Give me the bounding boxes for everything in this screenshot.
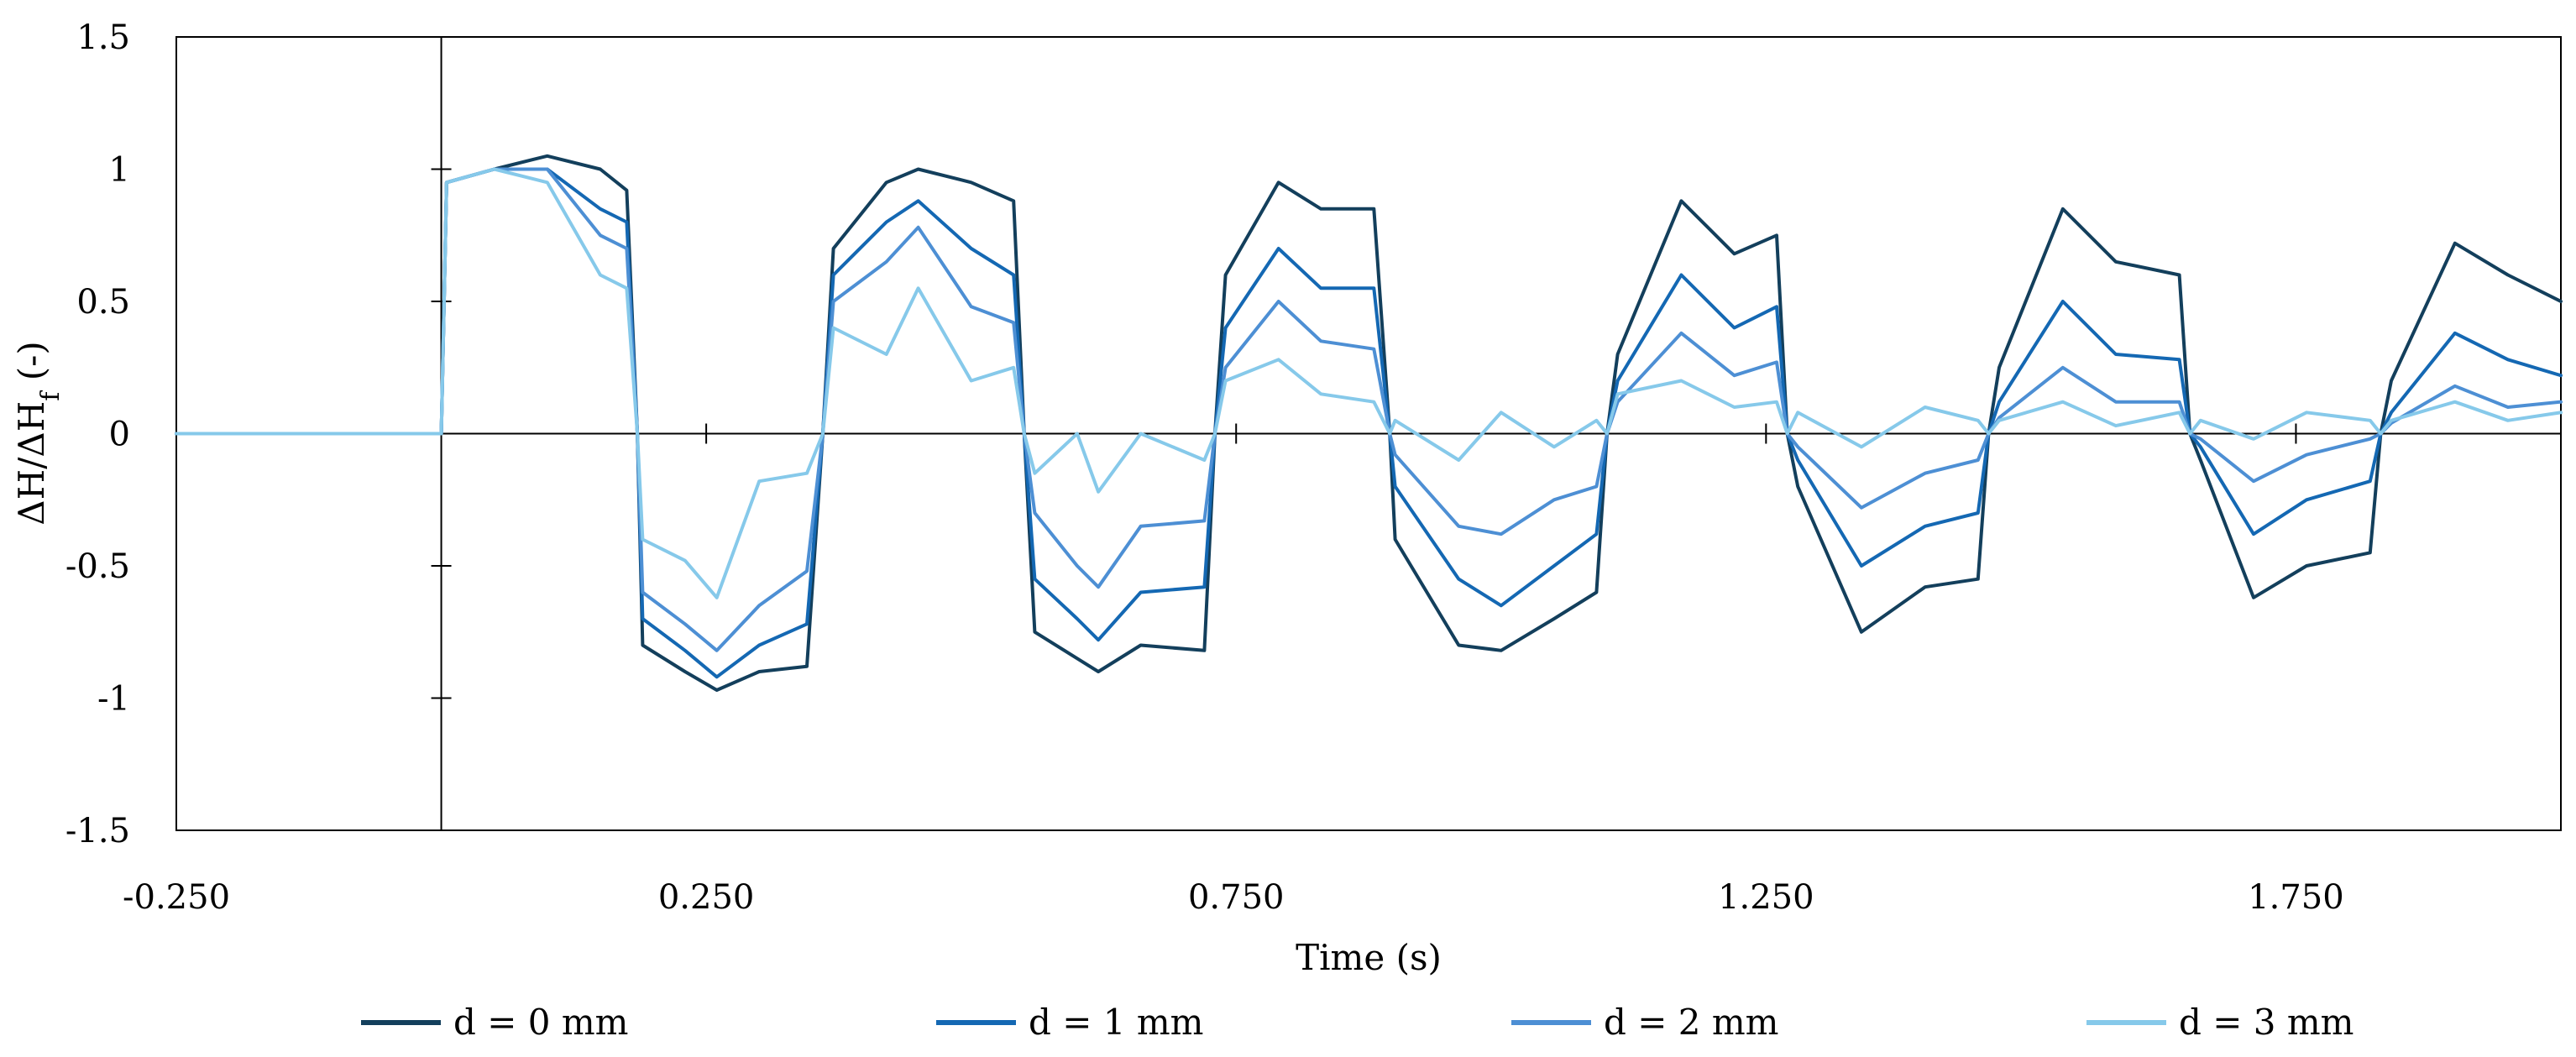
y-tick-label: 1.5 — [76, 18, 130, 57]
x-tick-label: 0.250 — [658, 878, 755, 917]
legend-label: d = 1 mm — [1029, 1002, 1204, 1043]
x-tick-label: 1.250 — [1718, 878, 1814, 917]
x-tick-label: -0.250 — [123, 878, 230, 917]
y-tick-label: 0 — [109, 416, 130, 454]
y-tick-label: -1 — [97, 680, 130, 719]
x-tick-label: 1.750 — [2248, 878, 2344, 917]
legend: d = 0 mm d = 1 mm d = 2 mm d = 3 mm — [361, 1002, 2354, 1043]
y-tick-label: 1 — [109, 151, 130, 190]
y-tick-label: -0.5 — [65, 547, 130, 586]
legend-label: d = 0 mm — [453, 1002, 629, 1043]
series-line-3 — [175, 167, 2563, 599]
y-tick-label: 0.5 — [76, 283, 130, 322]
x-tick-label: 0.750 — [1188, 878, 1285, 917]
y-axis-title: ΔH/ΔHf (-) — [11, 341, 65, 526]
series-layer — [175, 154, 2563, 692]
legend-label: d = 2 mm — [1604, 1002, 1779, 1043]
y-tick-label: -1.5 — [65, 812, 130, 850]
x-axis-title: Time (s) — [1296, 937, 1442, 978]
legend-label: d = 3 mm — [2179, 1002, 2354, 1043]
labels-layer: -1.5 -1 -0.5 0 0.5 1 1.5 -0.250 0.250 0.750 1.250 1… — [65, 18, 2344, 917]
